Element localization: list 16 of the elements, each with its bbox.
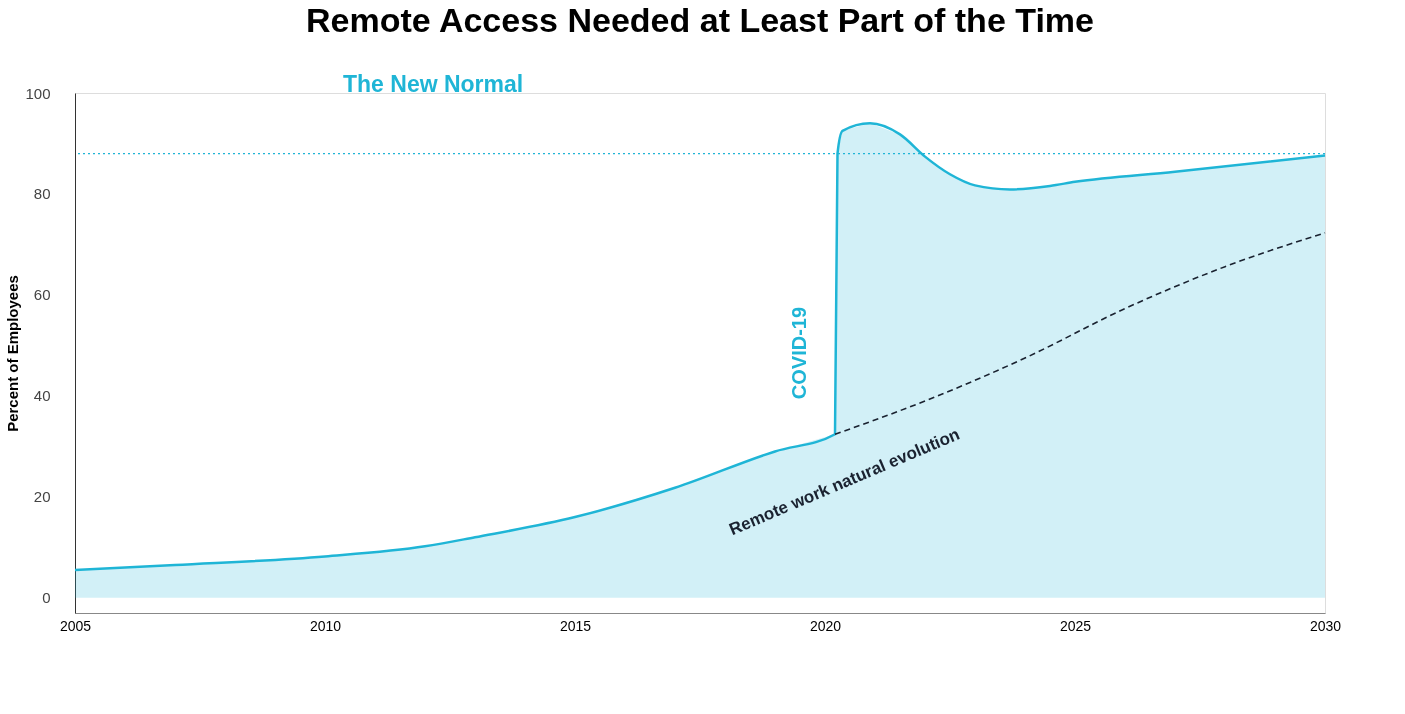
y-tick-label: 100	[25, 84, 51, 102]
y-axis-title: Percent of Employees	[4, 275, 22, 432]
x-tick-label: 2020	[809, 617, 842, 634]
annotation: COVID-19	[788, 306, 810, 400]
x-tick-label: 2010	[309, 617, 342, 634]
chart-title: Remote Access Needed at Least Part of the Time	[306, 1, 1094, 39]
y-tick-label: 60	[33, 286, 51, 304]
y-tick-label: 20	[33, 488, 51, 506]
y-tick-label: 80	[33, 185, 51, 203]
x-tick-label: 2025	[1059, 617, 1092, 634]
x-tick-label: 2030	[1309, 617, 1342, 634]
y-tick-label: 40	[33, 387, 51, 405]
x-tick-label: 2005	[59, 617, 92, 634]
y-tick-label: 0	[42, 589, 51, 607]
ref-line-label: The New Normal	[343, 71, 524, 97]
x-tick-label: 2015	[559, 617, 592, 634]
